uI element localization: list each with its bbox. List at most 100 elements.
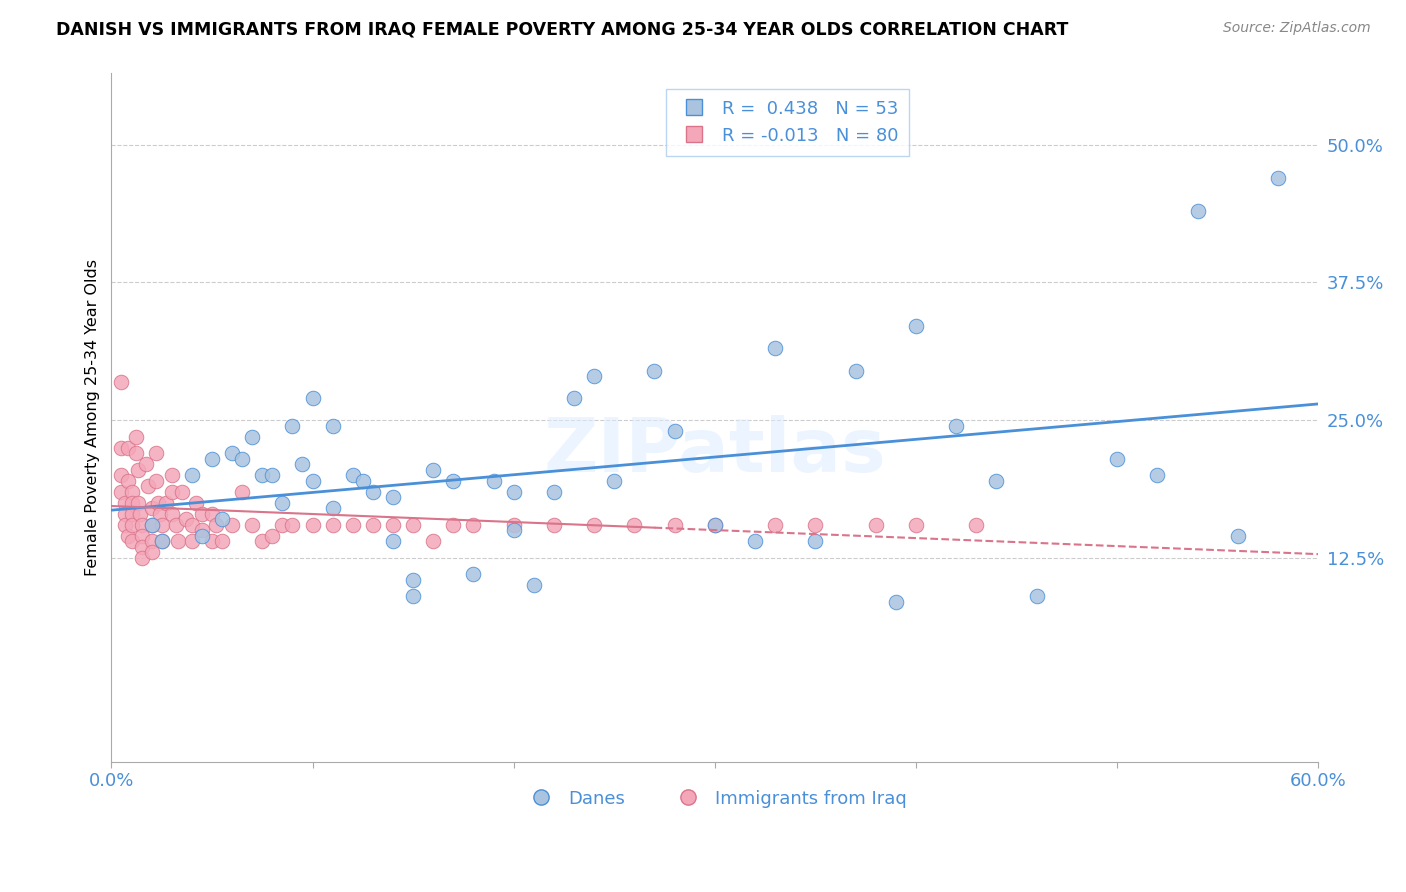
Point [502,517,524,532]
Point [583,369,606,384]
Point [523,578,546,592]
Point [463,517,485,532]
Point [845,363,868,377]
Point [121,484,143,499]
Point [128,507,150,521]
Point [322,418,344,433]
Point [149,507,172,521]
Point [623,517,645,532]
Point [482,474,505,488]
Point [145,446,167,460]
Point [141,517,163,532]
Point [361,484,384,499]
Point [146,496,169,510]
Point [160,484,183,499]
Point [502,484,524,499]
Point [191,524,214,538]
Point [165,517,187,532]
Point [262,529,284,543]
Point [121,507,143,521]
Point [136,479,159,493]
Point [1025,590,1047,604]
Y-axis label: Female Poverty Among 25-34 Year Olds: Female Poverty Among 25-34 Year Olds [86,259,100,576]
Point [180,517,202,532]
Point [986,474,1008,488]
Text: ZIPatlas: ZIPatlas [544,416,886,488]
Point [184,496,207,510]
Point [131,517,153,532]
Point [127,463,149,477]
Point [145,474,167,488]
Point [1267,170,1289,185]
Point [322,517,344,532]
Point [201,534,224,549]
Point [180,534,202,549]
Point [117,529,139,543]
Point [160,507,183,521]
Point [110,468,132,483]
Point [252,534,274,549]
Point [703,517,725,532]
Point [201,507,224,521]
Point [904,517,927,532]
Point [114,517,136,532]
Point [1187,203,1209,218]
Point [121,534,143,549]
Point [703,517,725,532]
Point [271,517,294,532]
Point [121,517,143,532]
Point [114,507,136,521]
Point [865,517,887,532]
Point [603,474,626,488]
Point [543,484,565,499]
Point [117,474,139,488]
Point [361,517,384,532]
Point [744,534,766,549]
Point [763,517,786,532]
Point [904,319,927,334]
Point [664,424,686,438]
Point [965,517,987,532]
Point [155,496,177,510]
Point [150,534,173,549]
Point [562,391,585,405]
Legend: Danes, Immigrants from Iraq: Danes, Immigrants from Iraq [516,782,914,814]
Point [221,446,243,460]
Point [201,451,224,466]
Point [141,545,163,559]
Point [170,484,193,499]
Point [422,534,444,549]
Point [342,517,364,532]
Point [166,534,188,549]
Point [240,517,263,532]
Point [141,534,163,549]
Point [271,496,294,510]
Point [131,540,153,554]
Point [110,375,132,389]
Point [191,507,214,521]
Point [124,446,146,460]
Point [180,468,202,483]
Point [160,468,183,483]
Text: Source: ZipAtlas.com: Source: ZipAtlas.com [1223,21,1371,35]
Point [131,550,153,565]
Point [644,363,666,377]
Point [150,534,173,549]
Point [281,517,304,532]
Point [322,501,344,516]
Point [211,534,233,549]
Point [502,524,524,538]
Point [804,534,827,549]
Point [382,490,405,504]
Point [1226,529,1249,543]
Point [135,457,157,471]
Point [301,391,323,405]
Point [117,441,139,455]
Point [763,342,786,356]
Point [382,517,405,532]
Point [252,468,274,483]
Point [583,517,606,532]
Point [110,484,132,499]
Point [804,517,827,532]
Point [221,517,243,532]
